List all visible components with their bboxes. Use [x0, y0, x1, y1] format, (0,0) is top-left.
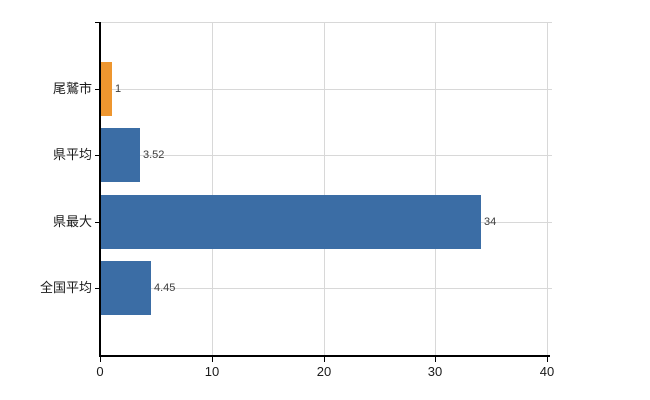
- y-axis-tick-3: [95, 288, 100, 289]
- gridline-x-20: [324, 22, 325, 355]
- gridline-category-0: [100, 89, 552, 90]
- value-label-0: 1: [115, 83, 122, 95]
- gridline-x-30: [435, 22, 436, 355]
- x-tick-label-30: 30: [427, 364, 443, 379]
- bar-1: [101, 128, 140, 182]
- x-axis-tick-20: [324, 357, 325, 362]
- y-axis-tick-1: [95, 155, 100, 156]
- y-axis-line: [99, 22, 101, 357]
- gridline-x-40: [547, 22, 548, 355]
- x-tick-label-10: 10: [204, 364, 220, 379]
- x-axis-tick-0: [100, 357, 101, 362]
- y-axis-top-tick: [95, 22, 100, 23]
- x-axis-tick-30: [435, 357, 436, 362]
- bar-3: [101, 261, 151, 315]
- gridline-x-10: [212, 22, 213, 355]
- x-tick-label-20: 20: [316, 364, 332, 379]
- x-axis-tick-10: [212, 357, 213, 362]
- value-label-3: 4.45: [154, 282, 176, 294]
- value-label-1: 3.52: [143, 149, 165, 161]
- value-label-2: 34: [484, 216, 497, 228]
- x-axis-tick-40: [547, 357, 548, 362]
- y-axis-tick-0: [95, 89, 100, 90]
- x-tick-label-0: 0: [96, 364, 104, 379]
- x-tick-label-40: 40: [539, 364, 555, 379]
- gridline-top: [100, 22, 552, 23]
- category-label-2: 県最大: [52, 214, 92, 229]
- category-label-1: 県平均: [52, 147, 92, 162]
- y-axis-tick-2: [95, 222, 100, 223]
- gridline-category-1: [100, 155, 552, 156]
- gridline-category-3: [100, 288, 552, 289]
- category-label-0: 尾鷲市: [52, 81, 92, 96]
- category-label-3: 全国平均: [39, 280, 92, 295]
- x-axis-line: [99, 355, 550, 357]
- bar-0: [101, 62, 112, 116]
- bar-2: [101, 195, 481, 249]
